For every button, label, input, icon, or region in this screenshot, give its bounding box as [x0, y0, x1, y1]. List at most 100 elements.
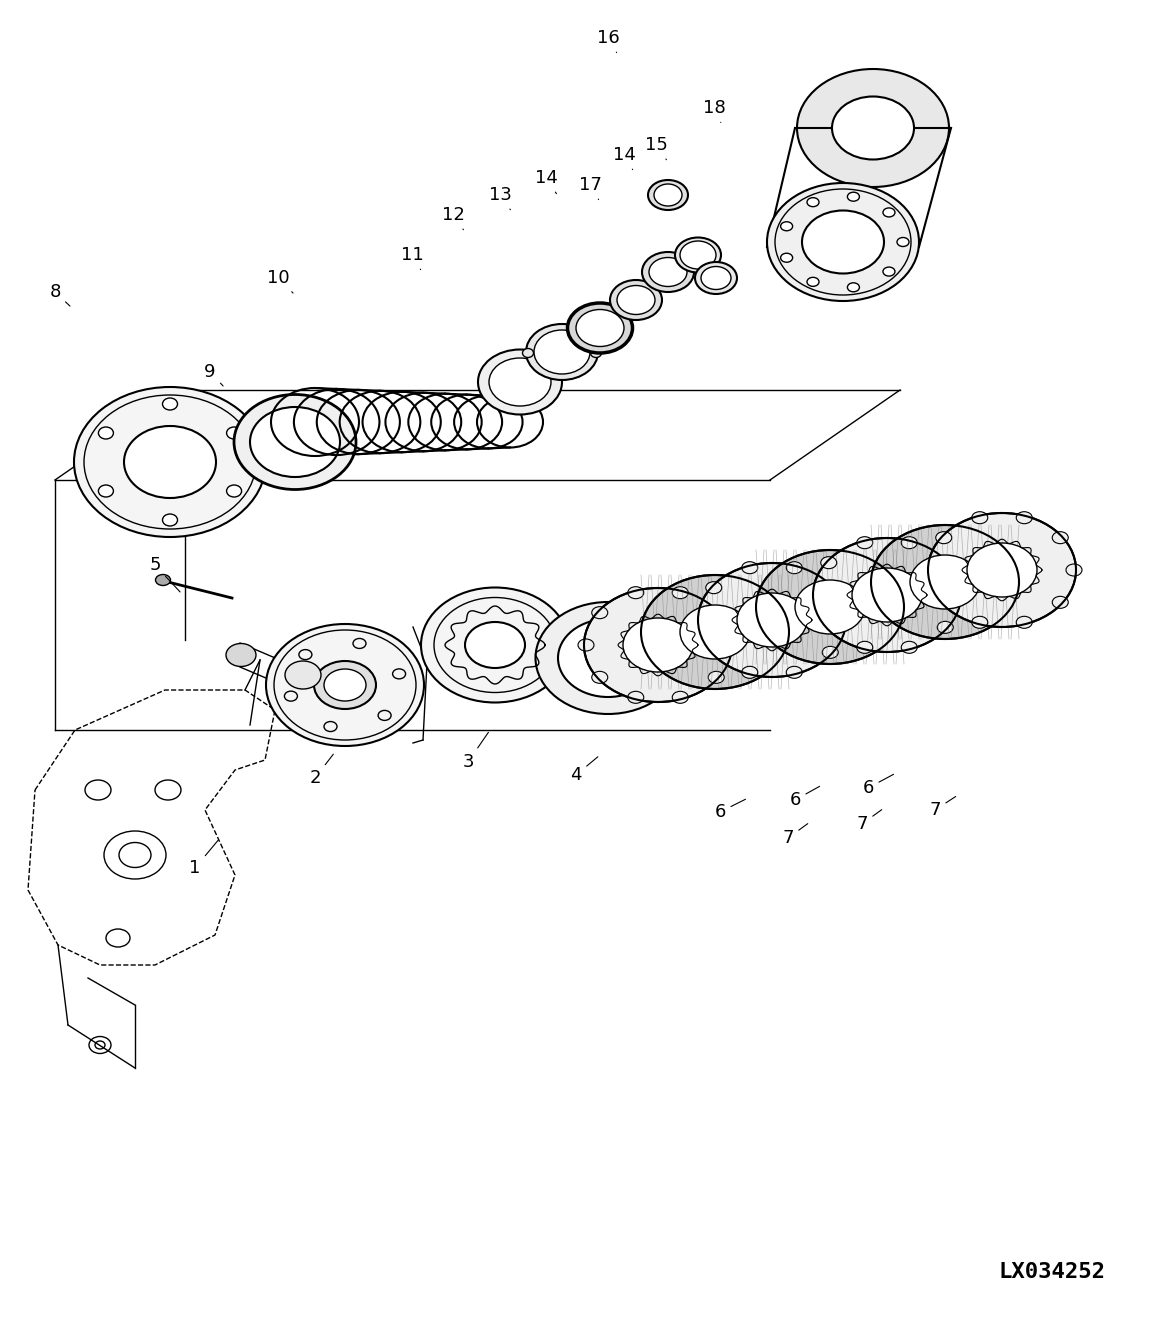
Ellipse shape [951, 589, 967, 601]
Ellipse shape [227, 428, 241, 440]
Ellipse shape [628, 691, 643, 703]
Text: 12: 12 [441, 206, 465, 229]
Ellipse shape [557, 619, 659, 697]
Ellipse shape [654, 184, 682, 206]
Ellipse shape [937, 621, 954, 633]
Text: 9: 9 [205, 364, 223, 386]
Ellipse shape [706, 646, 722, 658]
Ellipse shape [123, 426, 216, 498]
Text: 6: 6 [714, 799, 746, 821]
Ellipse shape [642, 252, 694, 292]
Ellipse shape [821, 557, 837, 569]
Ellipse shape [787, 666, 802, 678]
Text: 15: 15 [644, 136, 668, 160]
Ellipse shape [285, 661, 321, 689]
Ellipse shape [901, 641, 917, 653]
Text: 2: 2 [309, 754, 333, 787]
Ellipse shape [871, 525, 1018, 639]
Text: 10: 10 [267, 269, 293, 293]
Text: 3: 3 [462, 733, 488, 771]
Ellipse shape [836, 614, 851, 626]
Ellipse shape [937, 557, 954, 569]
Ellipse shape [767, 182, 918, 301]
Ellipse shape [883, 208, 895, 217]
Ellipse shape [857, 537, 873, 549]
Ellipse shape [797, 69, 949, 186]
Ellipse shape [522, 349, 534, 357]
Ellipse shape [680, 241, 716, 269]
Ellipse shape [848, 282, 860, 292]
Ellipse shape [266, 623, 425, 746]
Ellipse shape [584, 587, 731, 702]
Ellipse shape [756, 550, 904, 663]
Ellipse shape [489, 358, 552, 406]
Ellipse shape [742, 666, 757, 678]
Ellipse shape [971, 511, 988, 523]
Text: 7: 7 [929, 797, 956, 819]
Ellipse shape [1065, 563, 1082, 575]
Ellipse shape [787, 562, 802, 574]
Ellipse shape [325, 669, 366, 701]
Ellipse shape [922, 563, 938, 575]
Text: 6: 6 [862, 774, 894, 797]
Ellipse shape [971, 617, 988, 629]
Ellipse shape [695, 262, 737, 294]
Ellipse shape [628, 586, 643, 598]
Text: 11: 11 [401, 246, 423, 269]
Ellipse shape [568, 302, 633, 353]
Text: 8: 8 [49, 282, 71, 306]
Ellipse shape [781, 253, 793, 262]
Ellipse shape [807, 197, 818, 206]
Ellipse shape [590, 349, 601, 357]
Ellipse shape [1053, 531, 1068, 543]
Ellipse shape [706, 582, 722, 594]
Ellipse shape [708, 606, 724, 618]
Ellipse shape [813, 538, 961, 651]
Ellipse shape [807, 277, 818, 286]
Ellipse shape [99, 485, 113, 497]
Ellipse shape [807, 589, 823, 601]
Ellipse shape [928, 513, 1076, 627]
Text: 18: 18 [702, 99, 726, 123]
Text: 4: 4 [570, 757, 597, 785]
Ellipse shape [936, 597, 951, 609]
Ellipse shape [648, 180, 688, 210]
Ellipse shape [610, 280, 662, 320]
Ellipse shape [967, 543, 1037, 597]
Text: 14: 14 [535, 169, 557, 193]
Ellipse shape [421, 587, 569, 702]
Ellipse shape [857, 641, 873, 653]
Ellipse shape [910, 555, 980, 609]
Ellipse shape [577, 639, 594, 651]
Ellipse shape [708, 671, 724, 683]
Ellipse shape [848, 192, 860, 201]
Ellipse shape [477, 349, 562, 414]
Ellipse shape [623, 618, 693, 673]
Ellipse shape [897, 237, 909, 246]
Text: 7: 7 [782, 823, 808, 847]
Ellipse shape [314, 661, 376, 709]
Text: 1: 1 [189, 840, 219, 876]
Text: 17: 17 [579, 176, 601, 200]
Ellipse shape [831, 96, 914, 160]
Ellipse shape [465, 622, 524, 669]
Ellipse shape [1016, 617, 1033, 629]
Ellipse shape [675, 237, 721, 273]
Ellipse shape [901, 537, 917, 549]
Ellipse shape [617, 285, 655, 314]
Ellipse shape [526, 324, 599, 380]
Text: 5: 5 [149, 555, 180, 591]
Ellipse shape [155, 574, 171, 586]
Text: LX034252: LX034252 [998, 1261, 1105, 1281]
Ellipse shape [1053, 597, 1068, 609]
Text: 16: 16 [596, 29, 620, 52]
Ellipse shape [673, 691, 688, 703]
Ellipse shape [936, 531, 951, 543]
Ellipse shape [883, 268, 895, 276]
Ellipse shape [226, 643, 256, 666]
Ellipse shape [699, 563, 846, 677]
Ellipse shape [99, 428, 113, 440]
Text: 14: 14 [613, 147, 635, 169]
Ellipse shape [649, 257, 687, 286]
Ellipse shape [795, 579, 866, 634]
